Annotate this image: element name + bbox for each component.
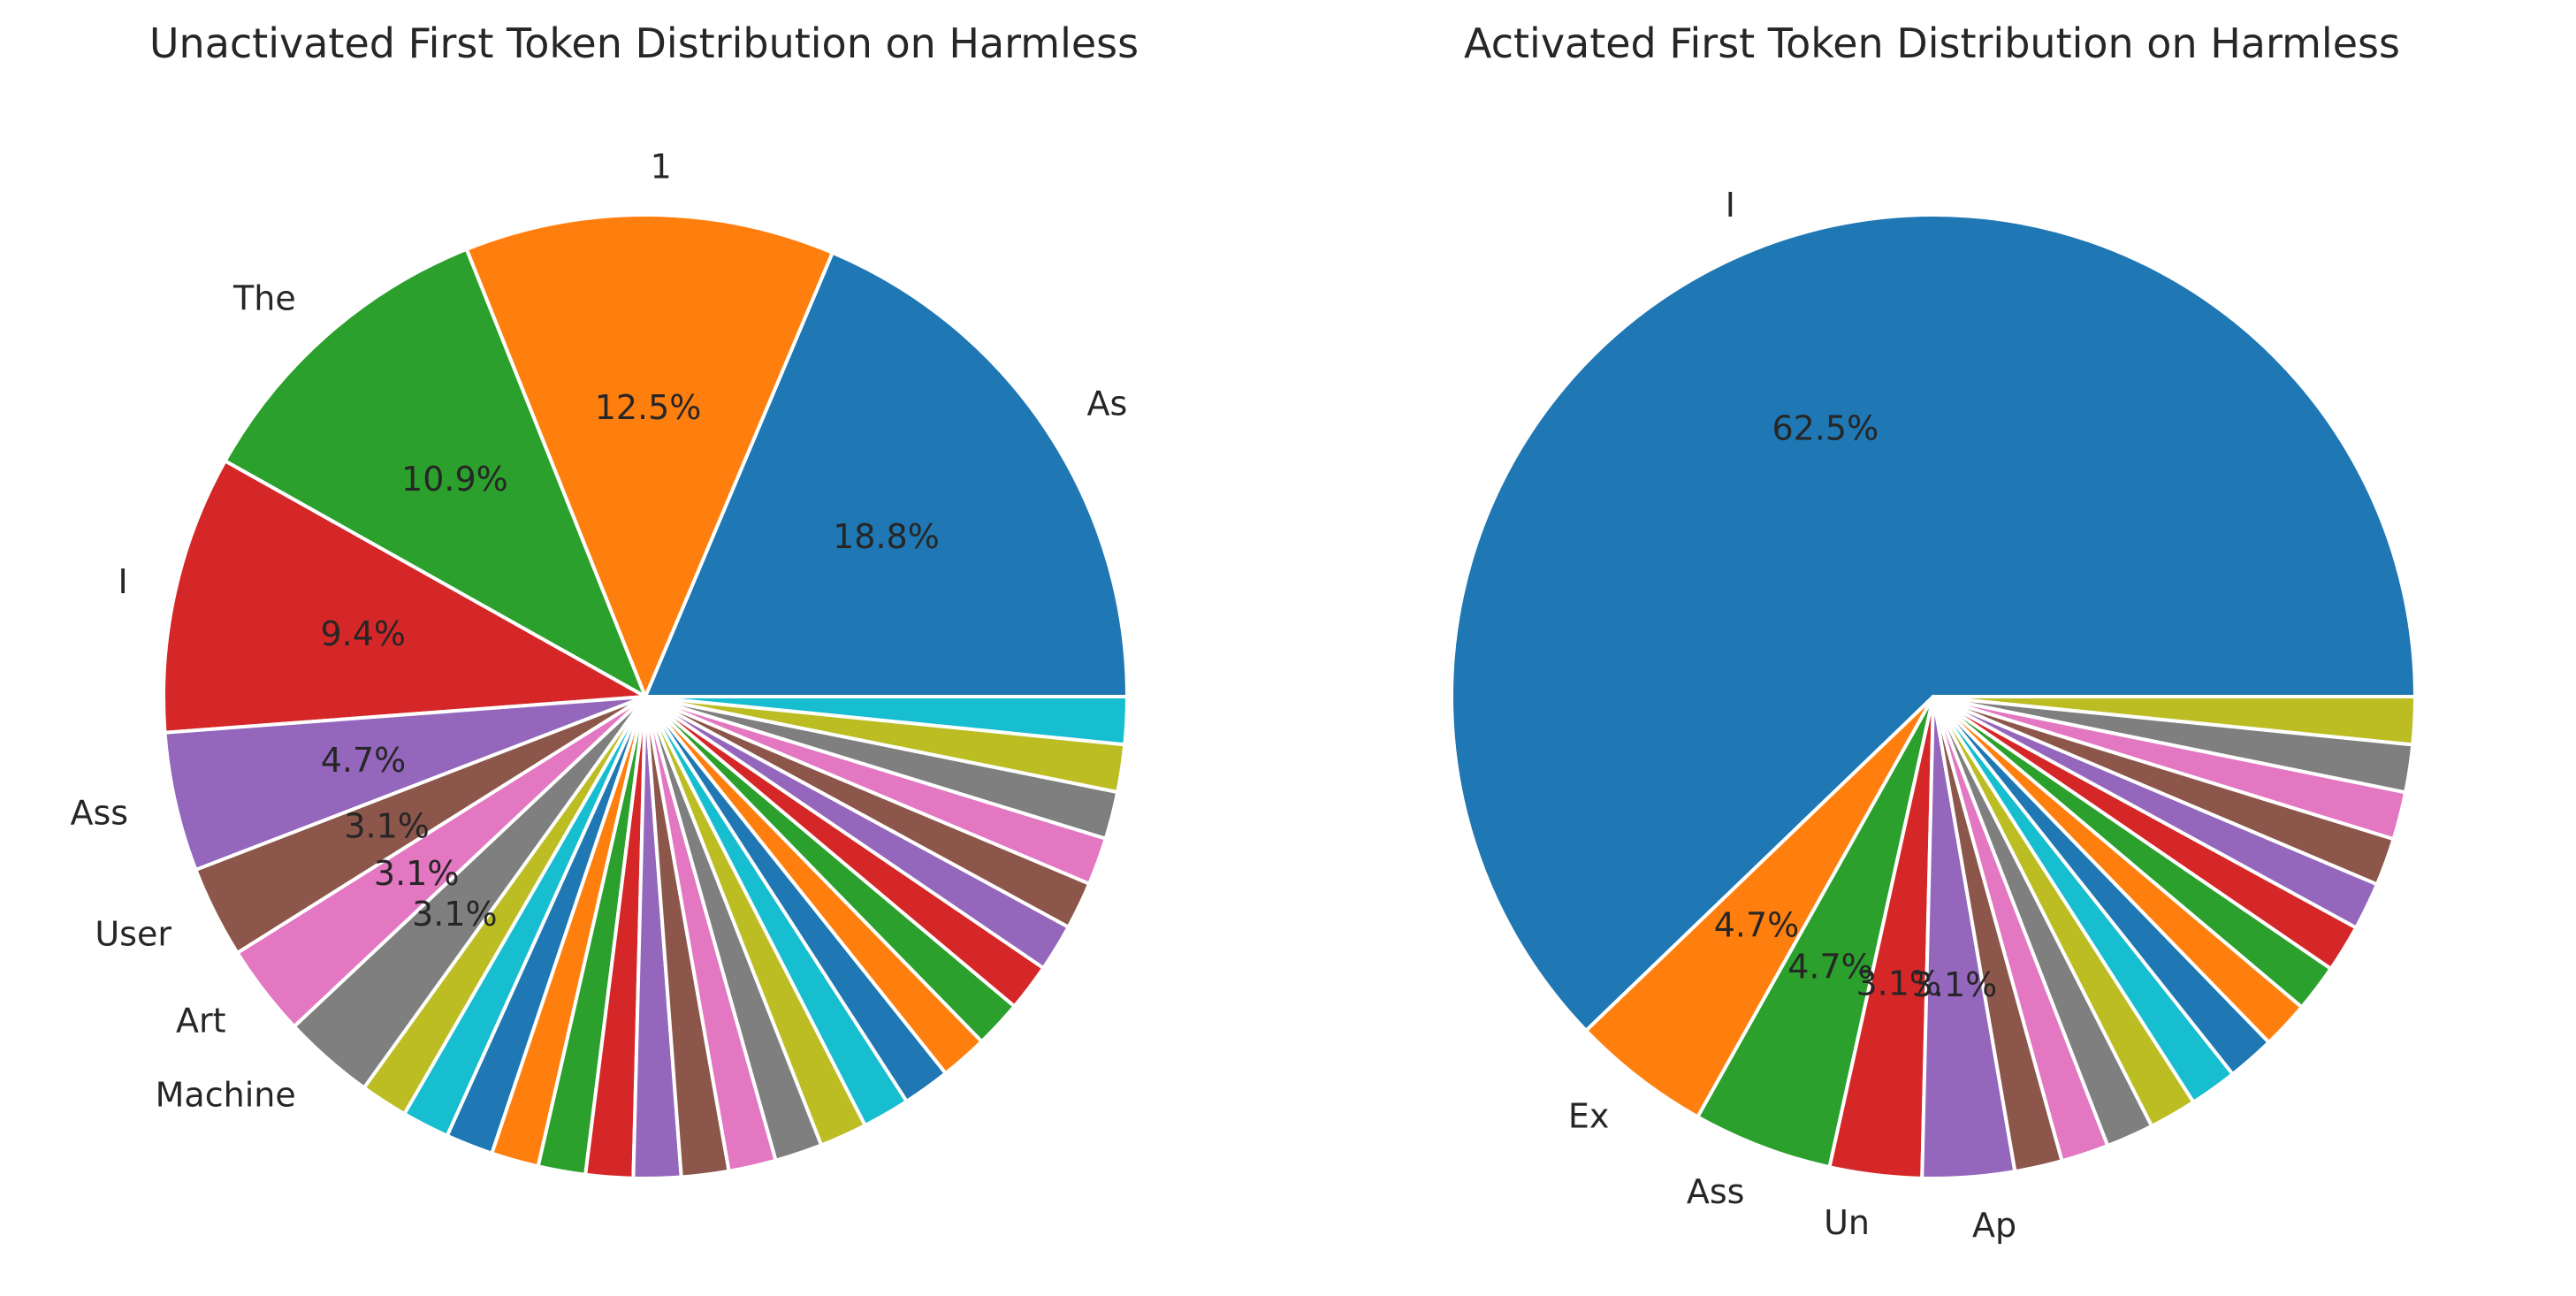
pie-slice-i bbox=[1450, 213, 2417, 1033]
slice-percent-label: 3.1% bbox=[344, 806, 430, 845]
pie-slice-ass bbox=[1696, 695, 1935, 1170]
pie-slice-unlabeled-18 bbox=[1932, 695, 2418, 747]
slice-label: Ap bbox=[1972, 1206, 2016, 1245]
slice-percent-label: 4.7% bbox=[1714, 906, 1800, 945]
pie-plot-area: As 18.8% 1 12.5% The 10.9% I 9.4% Ass 4.7% User 3.1… bbox=[71, 148, 1129, 1181]
slice-percent-label: 10.9% bbox=[401, 460, 508, 499]
pie-slice-ass bbox=[163, 695, 647, 872]
pie-slice-the bbox=[223, 247, 647, 698]
pie-slice-as bbox=[644, 250, 1129, 698]
pie-slice-ex bbox=[1584, 695, 1935, 1119]
pie-slice-i bbox=[162, 459, 647, 735]
slice-percent-label: 3.1% bbox=[1856, 964, 1941, 1003]
slice-label: Machine bbox=[156, 1076, 296, 1115]
slice-label: I bbox=[118, 562, 127, 601]
slice-label: Ass bbox=[71, 794, 129, 833]
slice-label: Ass bbox=[1687, 1172, 1745, 1211]
pie-slice-1 bbox=[464, 213, 835, 698]
slice-percent-label: 18.8% bbox=[833, 517, 940, 556]
slice-label: I bbox=[1726, 186, 1735, 225]
activated-pie-chart: Activated First Token Distribution on Ha… bbox=[1288, 0, 2576, 1296]
slice-percent-label: 3.1% bbox=[412, 895, 498, 934]
slice-percent-label: 3.1% bbox=[1912, 965, 1998, 1004]
slice-percent-label: 62.5% bbox=[1772, 409, 1879, 448]
slice-percent-label: 9.4% bbox=[320, 614, 406, 653]
chart-title: Unactivated First Token Distribution on … bbox=[149, 19, 1139, 67]
pie-plot-area: I 62.5% Ex 4.7% Ass 4.7% Un 3.1% Ap 3.1% bbox=[1450, 186, 2418, 1245]
slice-percent-label: 12.5% bbox=[595, 388, 702, 427]
slice-percent-label: 4.7% bbox=[321, 741, 407, 780]
slice-label: Ex bbox=[1568, 1096, 1610, 1135]
slice-percent-label: 3.1% bbox=[374, 854, 460, 893]
chart-title: Activated First Token Distribution on Ha… bbox=[1464, 19, 2400, 67]
slice-label: 1 bbox=[651, 148, 672, 187]
slice-label: User bbox=[95, 914, 171, 953]
slice-label: As bbox=[1087, 384, 1128, 423]
slice-percent-label: 4.7% bbox=[1787, 948, 1873, 987]
pie-slice-unlabeled-29 bbox=[644, 695, 1129, 747]
slice-label: Un bbox=[1824, 1203, 1870, 1242]
unactivated-pie-chart: Unactivated First Token Distribution on … bbox=[71, 19, 1139, 1181]
slice-label: Art bbox=[176, 1001, 226, 1040]
slice-label: The bbox=[232, 278, 296, 317]
